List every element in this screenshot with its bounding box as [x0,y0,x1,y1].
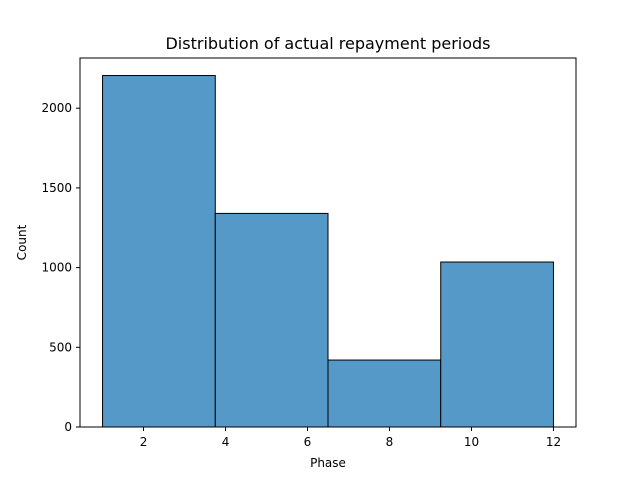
x-tick-label: 8 [386,435,394,449]
y-tick-label: 2000 [41,101,72,115]
plot-frame [79,57,577,428]
chart-title: Distribution of actual repayment periods [165,34,490,53]
x-axis-ticks: 2 4 6 8 10 12 [140,427,561,449]
x-tick-label: 4 [222,435,230,449]
y-tick-label: 1000 [41,261,72,275]
histogram-bar-2 [214,212,329,428]
histogram-bar-3 [327,359,442,428]
histogram-bar-1 [102,75,216,428]
x-tick-label: 2 [140,435,148,449]
y-tick-label: 500 [49,340,72,354]
y-axis-ticks: 0 500 1000 1500 2000 [41,101,80,434]
x-tick-label: 6 [304,435,312,449]
x-tick-label: 10 [464,435,479,449]
x-axis-label: Phase [310,456,346,470]
bars-group [102,75,554,428]
histogram-bar-4 [440,261,554,428]
y-tick-label: 1500 [41,181,72,195]
x-tick-label: 12 [546,435,561,449]
y-tick-label: 0 [64,420,72,434]
y-axis-label: Count [15,224,29,260]
